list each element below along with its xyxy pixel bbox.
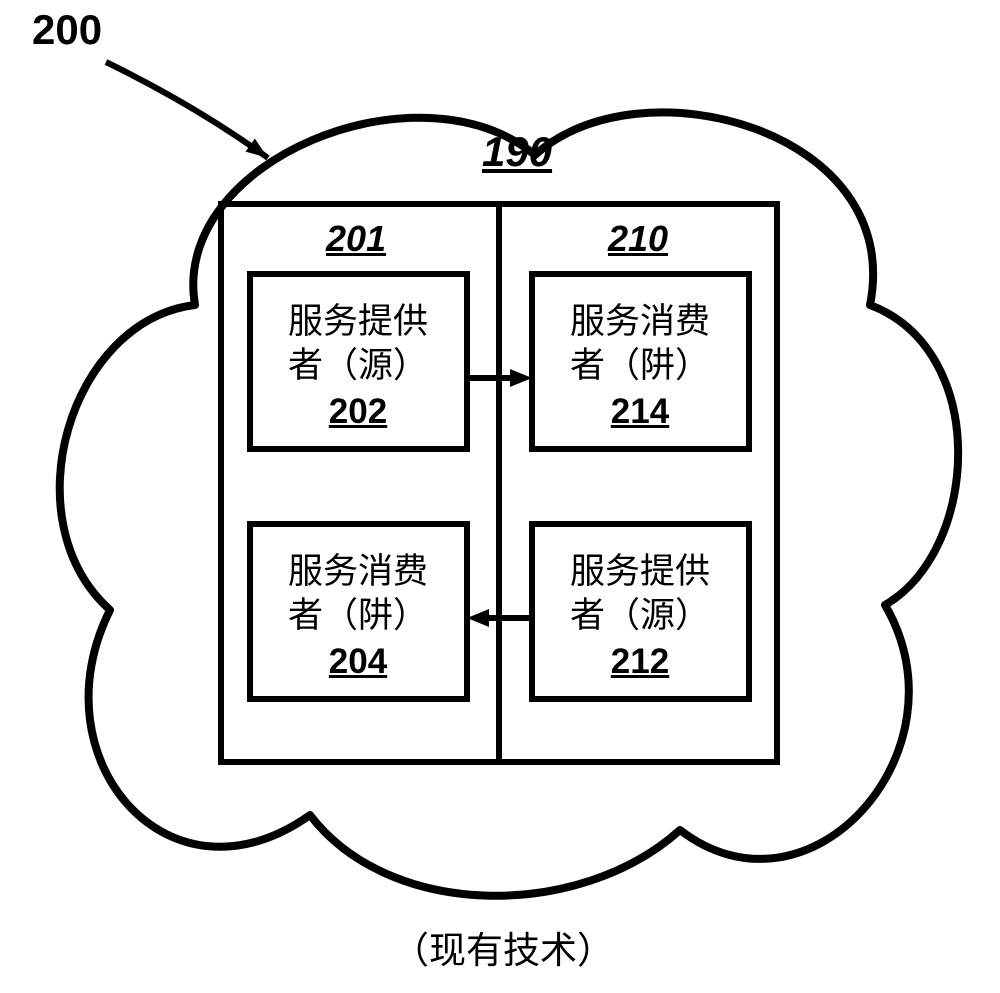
box-consumer-sink-left-line1: 服务消费 xyxy=(260,550,457,594)
left-column-header: 201 xyxy=(326,218,386,260)
box-consumer-sink-left-line2: 者（阱） xyxy=(260,594,457,638)
box-consumer-sink-left-ref: 204 xyxy=(329,640,387,684)
box-provider-src-right-line1: 服务提供 xyxy=(542,550,739,594)
box-consumer-sink-right-text: 服务消费 者（阱） 214 xyxy=(542,300,739,433)
figure-ref-label: 200 xyxy=(32,6,102,54)
box-consumer-sink-right-ref: 214 xyxy=(611,390,669,434)
box-provider-src-right-line2: 者（源） xyxy=(542,594,739,638)
right-column-header: 210 xyxy=(608,218,668,260)
box-provider-src-left-line2: 者（源） xyxy=(260,344,457,388)
box-consumer-sink-right-line1: 服务消费 xyxy=(542,300,739,344)
box-consumer-sink-left-text: 服务消费 者（阱） 204 xyxy=(260,550,457,683)
box-provider-src-right-text: 服务提供 者（源） 212 xyxy=(542,550,739,683)
figure-caption: （现有技术） xyxy=(392,920,614,974)
box-provider-src-left-text: 服务提供 者（源） 202 xyxy=(260,300,457,433)
box-provider-src-left-ref: 202 xyxy=(329,390,387,434)
box-consumer-sink-right-line2: 者（阱） xyxy=(542,344,739,388)
box-provider-src-right-ref: 212 xyxy=(611,640,669,684)
box-provider-src-left-line1: 服务提供 xyxy=(260,300,457,344)
cloud-ref-label: 190 xyxy=(482,128,552,176)
